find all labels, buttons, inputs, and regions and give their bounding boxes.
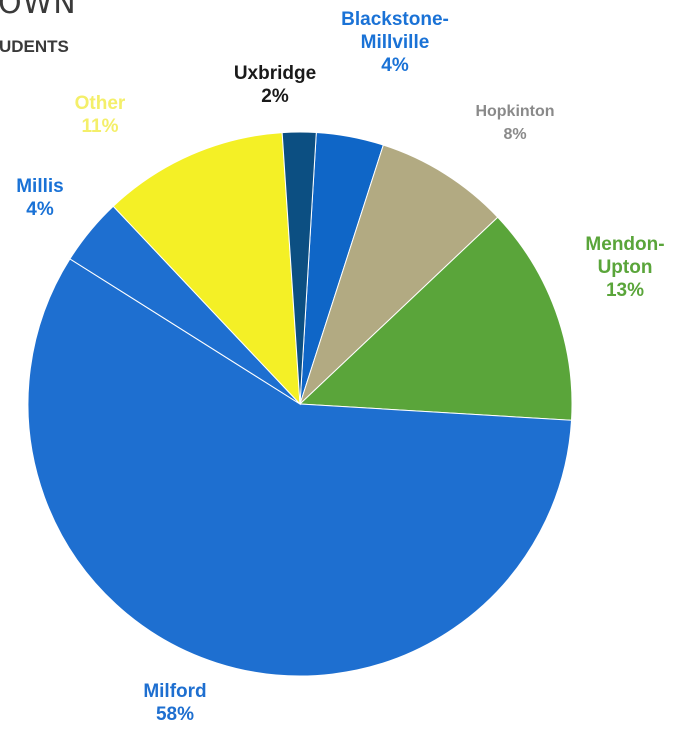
- label-other-value: 11%: [81, 116, 119, 137]
- label-hopkinton-name: Hopkinton: [475, 103, 555, 120]
- label-mendon-upton-name: Mendon-Upton: [585, 234, 665, 278]
- pie-slice-mendon-upton: [298, 216, 573, 421]
- label-mendon-upton-value: 13%: [605, 280, 645, 301]
- label-blackstone-millville-value: 4%: [381, 55, 409, 76]
- label-uxbridge-name: Uxbridge: [233, 63, 317, 84]
- label-uxbridge: Uxbridge 2%: [215, 62, 335, 108]
- label-blackstone-millville-name: Blackstone-Millville: [341, 9, 449, 53]
- label-other-name: Other: [74, 93, 126, 114]
- label-millis-name: Millis: [16, 176, 64, 197]
- chart-subtitle-fragment: UDENTS: [0, 37, 69, 56]
- label-milford-name: Milford: [143, 681, 207, 702]
- label-mendon-upton: Mendon-Upton 13%: [560, 233, 681, 302]
- label-milford: Milford 58%: [105, 680, 245, 726]
- label-hopkinton: Hopkinton 8%: [440, 100, 590, 146]
- pie-slice-other: [112, 132, 301, 406]
- label-millis-value: 4%: [26, 199, 54, 220]
- chart-title-fragment: OWN: [0, 0, 77, 21]
- pie-slice-hopkinton: [299, 144, 499, 405]
- label-blackstone-millville: Blackstone-Millville 4%: [310, 8, 480, 77]
- label-other: Other 11%: [20, 92, 180, 138]
- label-uxbridge-value: 2%: [261, 86, 289, 107]
- pie-slice-uxbridge: [281, 131, 317, 405]
- pie-slice-milford: [27, 258, 573, 677]
- label-milford-value: 58%: [155, 704, 195, 725]
- label-hopkinton-value: 8%: [503, 126, 527, 143]
- label-millis: Millis 4%: [0, 175, 80, 221]
